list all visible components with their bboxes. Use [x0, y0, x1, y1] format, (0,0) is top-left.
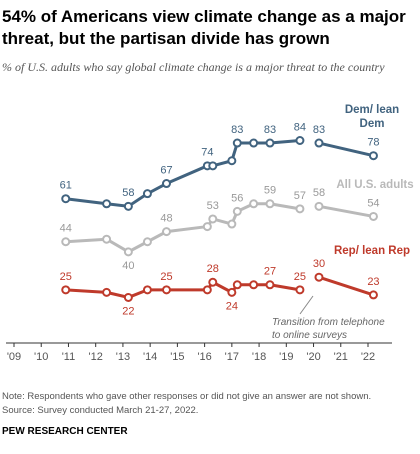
data-point: [314, 201, 324, 211]
data-point: [142, 237, 152, 247]
data-label: 54: [367, 197, 379, 209]
data-point: [368, 211, 378, 221]
annotation: Transition from telephone to online surv…: [272, 317, 385, 341]
data-label: 58: [122, 187, 134, 199]
data-label: 25: [294, 271, 306, 283]
data-label: 25: [160, 271, 172, 283]
data-point: [61, 237, 71, 247]
data-label: 61: [60, 180, 72, 192]
data-label: 83: [231, 124, 243, 136]
data-point: [61, 285, 71, 295]
chart-subtitle: % of U.S. adults who say global climate …: [2, 60, 385, 74]
data-label: 40: [122, 260, 134, 272]
data-point: [249, 199, 259, 209]
x-tick-label: '18: [252, 351, 266, 363]
data-label: 53: [207, 200, 219, 212]
data-point: [202, 222, 212, 232]
data-label: 25: [60, 271, 72, 283]
x-tick-label: '14: [143, 351, 157, 363]
data-label: 59: [264, 185, 276, 197]
x-tick-label: '21: [334, 351, 348, 363]
data-point: [295, 285, 305, 295]
data-label: 28: [207, 263, 219, 275]
data-point: [161, 285, 171, 295]
data-point: [232, 280, 242, 290]
data-point: [202, 285, 212, 295]
data-label: 27: [264, 266, 276, 278]
annotation-leader: [299, 295, 314, 315]
data-label: 24: [226, 300, 238, 312]
legend-label: Dem/ lean Dem: [344, 104, 400, 130]
data-label: 67: [160, 164, 172, 176]
x-tick-label: '11: [62, 351, 76, 363]
source: Source: Survey conducted March 21-27, 20…: [2, 405, 199, 416]
data-point: [227, 156, 237, 166]
data-point: [227, 219, 237, 229]
x-tick-label: '16: [197, 351, 211, 363]
data-point: [61, 194, 71, 204]
data-point: [142, 285, 152, 295]
data-label: 57: [294, 190, 306, 202]
data-point: [265, 280, 275, 290]
data-point: [232, 138, 242, 148]
data-label: 74: [201, 147, 213, 159]
data-point: [265, 199, 275, 209]
data-label: 48: [160, 213, 172, 225]
data-label: 23: [367, 276, 379, 288]
data-point: [102, 234, 112, 244]
data-label: 44: [60, 223, 72, 235]
data-point: [161, 179, 171, 189]
series-line: [65, 202, 374, 254]
data-label: 84: [294, 121, 306, 133]
data-label: 58: [313, 187, 325, 199]
x-tick-label: '20: [306, 351, 320, 363]
x-tick-label: '15: [170, 351, 184, 363]
data-point: [142, 189, 152, 199]
series-line: [65, 275, 374, 299]
data-point: [368, 151, 378, 161]
data-point: [208, 214, 218, 224]
data-label: 83: [264, 124, 276, 136]
data-point: [314, 272, 324, 282]
data-point: [368, 290, 378, 300]
data-point: [249, 138, 259, 148]
data-label: 22: [122, 305, 134, 317]
data-point: [295, 204, 305, 214]
legend-label: All U.S. adults: [336, 179, 414, 191]
x-tick-label: '12: [89, 351, 103, 363]
x-tick-label: '22: [361, 351, 375, 363]
x-tick-label: '09: [7, 351, 21, 363]
data-point: [232, 206, 242, 216]
data-label: 83: [313, 124, 325, 136]
series-line: [65, 139, 374, 208]
data-label: 56: [231, 192, 243, 204]
x-tick-label: '17: [225, 351, 239, 363]
data-point: [208, 161, 218, 171]
data-point: [161, 227, 171, 237]
x-tick-label: '19: [279, 351, 293, 363]
x-tick-label: '10: [34, 351, 48, 363]
data-point: [314, 138, 324, 148]
data-point: [123, 292, 133, 302]
chart-title: 54% of Americans view climate change as …: [2, 7, 406, 48]
data-point: [102, 199, 112, 209]
data-point: [208, 277, 218, 287]
footer: PEW RESEARCH CENTER: [2, 426, 128, 437]
data-label: 78: [367, 137, 379, 149]
x-tick-label: '13: [116, 351, 130, 363]
data-point: [123, 247, 133, 257]
note: Note: Respondents who gave other respons…: [2, 391, 372, 402]
data-point: [295, 136, 305, 145]
legend-label: Rep/ lean Rep: [333, 245, 411, 257]
data-label: 30: [313, 258, 325, 270]
data-point: [227, 287, 237, 297]
data-point: [265, 138, 275, 148]
data-point: [123, 201, 133, 211]
data-point: [102, 287, 112, 297]
data-point: [249, 280, 259, 290]
